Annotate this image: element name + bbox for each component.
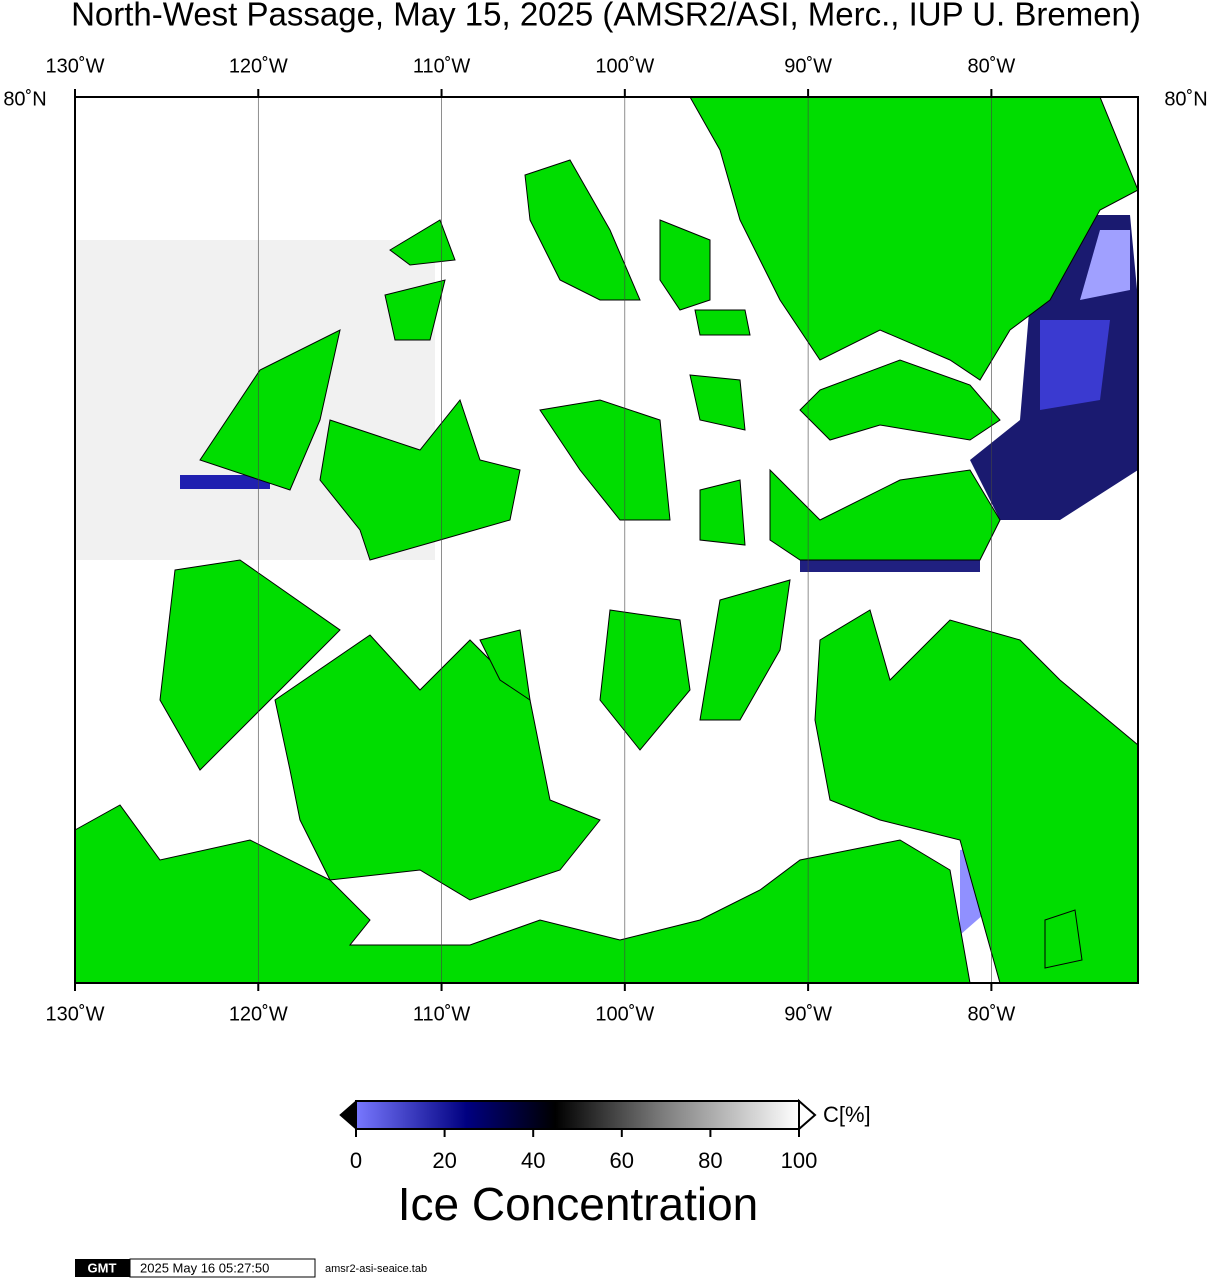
x-tick-label: 100˚W [595, 1003, 654, 1025]
logo: GMT [88, 1260, 117, 1275]
x-tick-label: 80˚W [967, 1003, 1015, 1025]
colorbar-tick-label: 60 [610, 1148, 634, 1173]
colorbar-scale [355, 1100, 800, 1130]
map-frame [74, 96, 1139, 984]
x-tick-label: 80˚W [967, 55, 1015, 77]
x-tick-label: 130˚W [46, 55, 105, 77]
lat-label: 80˚N [1164, 88, 1207, 110]
colorbar-low-end [339, 1099, 357, 1131]
x-tick-label: 110˚W [413, 55, 471, 77]
land [74, 96, 1139, 984]
x-tick-label: 120˚W [229, 1003, 288, 1025]
timestamp-box [129, 1258, 316, 1278]
colorbar-tick-label: 20 [432, 1148, 456, 1173]
low-ice-patch [180, 475, 270, 489]
file-name: amsr2-asi-seaice.tab [325, 1263, 427, 1275]
colorbar-tick-label: 80 [698, 1148, 722, 1173]
x-tick-label: 110˚W [413, 1003, 471, 1025]
low-ice-patch [800, 560, 980, 572]
low-ice-patch [1040, 320, 1110, 410]
colorbar-unit: C[%] [823, 1102, 871, 1127]
x-tick-label: 120˚W [229, 55, 288, 77]
title: North-West Passage, May 15, 2025 (AMSR2/… [71, 0, 1141, 33]
logo-box [75, 1259, 130, 1277]
lat-label: 80˚N [3, 88, 46, 110]
colorbar: C[%] Ice Concentration 0 20 40 60 80 100 [339, 1098, 871, 1230]
map [74, 89, 1139, 991]
colorbar-tick-label: 40 [521, 1148, 545, 1173]
footer: GMT 2025 May 16 05:27:50 amsr2-asi-seaic… [75, 1258, 427, 1278]
colorbar-tick-label: 100 [781, 1148, 818, 1173]
timestamp: 2025 May 16 05:27:50 [140, 1260, 269, 1275]
colorbar-title: Ice Concentration [398, 1178, 759, 1230]
x-tick-label: 90˚W [784, 1003, 832, 1025]
x-tick-label: 90˚W [784, 55, 832, 77]
x-tick-label: 100˚W [595, 55, 654, 77]
x-tick-label: 130˚W [46, 1003, 105, 1025]
colorbar-high-end [798, 1098, 817, 1132]
low-ice-patch [1080, 230, 1130, 300]
colorbar-tick-label: 0 [350, 1148, 362, 1173]
